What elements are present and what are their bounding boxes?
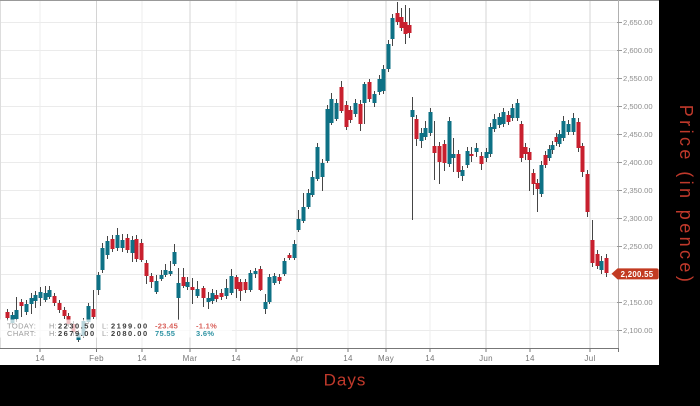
svg-text:L:: L:: [102, 329, 108, 338]
svg-text:2,550.00: 2,550.00: [623, 74, 653, 83]
svg-text:3.6%: 3.6%: [196, 329, 214, 338]
svg-text:2080.00: 2080.00: [111, 329, 149, 338]
svg-text:2230.50: 2230.50: [58, 322, 96, 331]
svg-text:L:: L:: [102, 322, 108, 331]
svg-text:Jul: Jul: [584, 354, 595, 363]
svg-text:H:: H:: [49, 322, 57, 331]
svg-text:2,500.00: 2,500.00: [623, 102, 653, 111]
svg-text:2,350.00: 2,350.00: [623, 186, 653, 195]
svg-text:Feb: Feb: [89, 354, 104, 363]
svg-text:Jun: Jun: [479, 354, 493, 363]
svg-text:2199.00: 2199.00: [111, 322, 149, 331]
svg-text:2,450.00: 2,450.00: [623, 130, 653, 139]
svg-text:14: 14: [343, 354, 353, 363]
svg-text:May: May: [378, 354, 394, 363]
svg-text:2,100.00: 2,100.00: [623, 326, 653, 335]
svg-text:14: 14: [425, 354, 435, 363]
svg-text:2,250.00: 2,250.00: [623, 242, 653, 251]
svg-text:CHART:: CHART:: [7, 329, 36, 338]
svg-text:2,200.55: 2,200.55: [621, 270, 654, 279]
svg-text:Apr: Apr: [290, 354, 303, 363]
svg-text:Price (in pence): Price (in pence): [676, 105, 696, 285]
svg-text:Days: Days: [324, 371, 367, 390]
svg-text:2,300.00: 2,300.00: [623, 214, 653, 223]
svg-text:-23.45: -23.45: [155, 322, 178, 331]
svg-text:14: 14: [525, 354, 535, 363]
svg-text:14: 14: [35, 354, 45, 363]
svg-text:-1.1%: -1.1%: [196, 322, 217, 331]
svg-text:2,150.00: 2,150.00: [623, 298, 653, 307]
svg-text:H:: H:: [49, 329, 57, 338]
svg-text:75.55: 75.55: [155, 329, 175, 338]
svg-text:14: 14: [231, 354, 241, 363]
svg-text:Mar: Mar: [183, 354, 198, 363]
svg-text:2679.00: 2679.00: [58, 329, 96, 338]
svg-text:2,600.00: 2,600.00: [623, 46, 653, 55]
svg-text:14: 14: [137, 354, 147, 363]
svg-text:2,400.00: 2,400.00: [623, 158, 653, 167]
svg-text:2,650.00: 2,650.00: [623, 18, 653, 27]
svg-text:TODAY:: TODAY:: [7, 322, 36, 331]
